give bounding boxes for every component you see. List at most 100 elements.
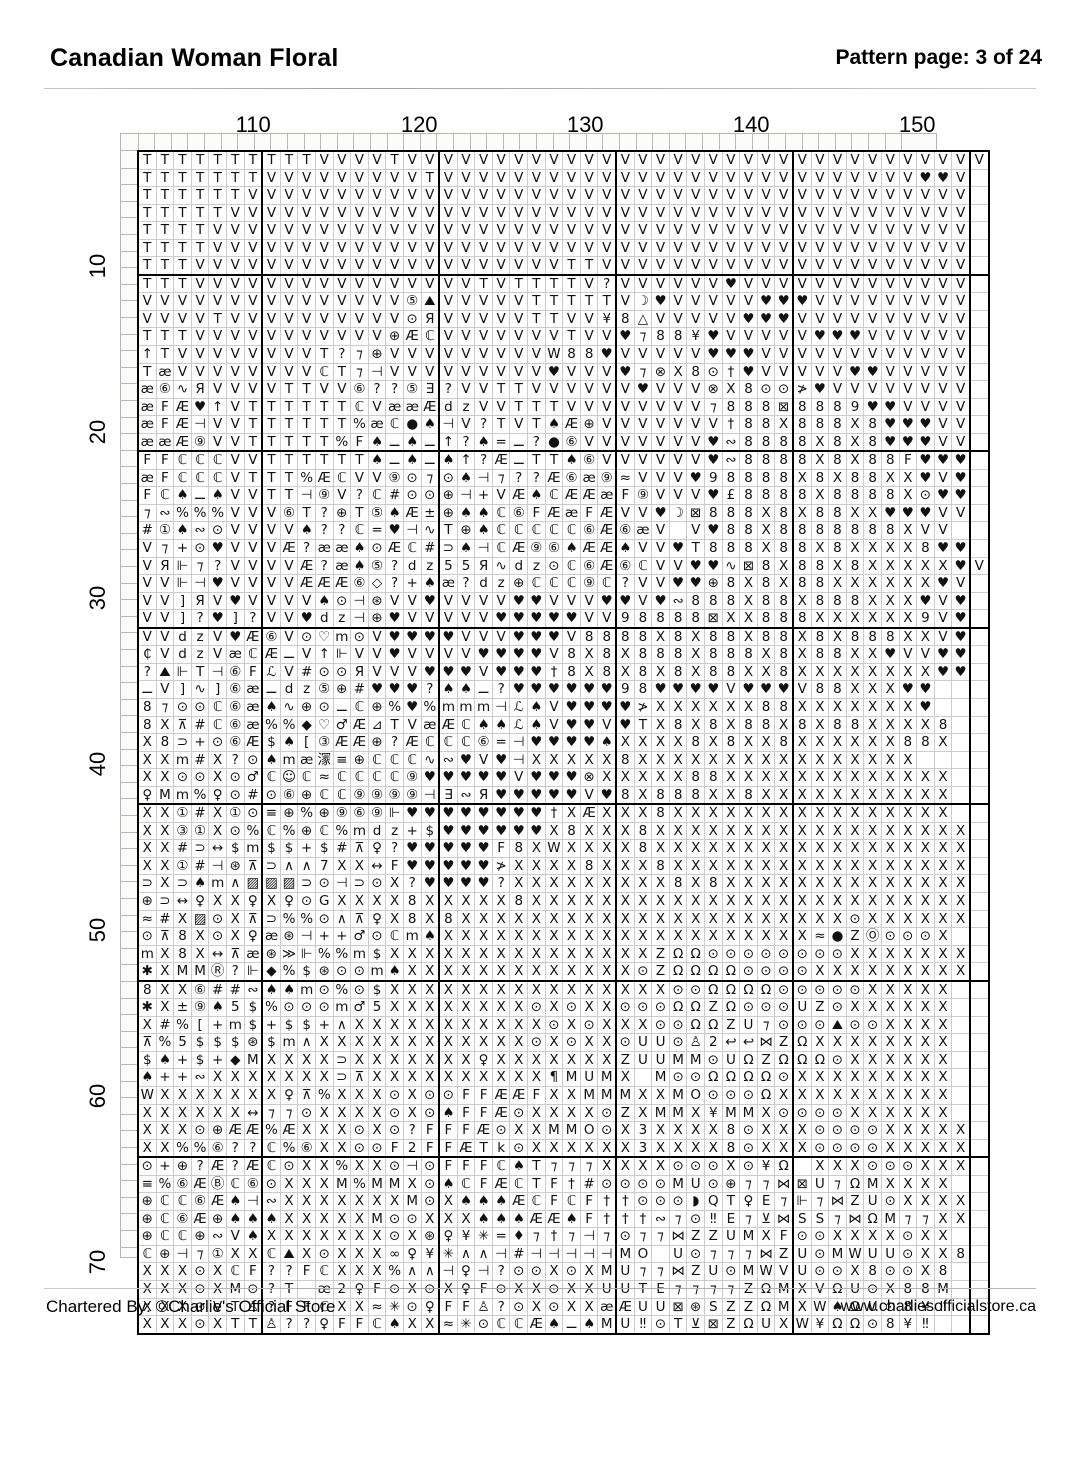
stitch-cell[interactable] xyxy=(969,609,990,629)
stitch-cell[interactable]: V xyxy=(545,698,564,717)
stitch-cell[interactable]: ⊛ xyxy=(315,962,334,982)
stitch-cell[interactable]: V xyxy=(828,363,847,382)
stitch-cell[interactable]: X xyxy=(385,998,404,1017)
stitch-cell[interactable]: 8 xyxy=(722,504,741,523)
stitch-cell[interactable]: ♥ xyxy=(457,804,476,823)
stitch-cell[interactable]: [ xyxy=(297,733,316,752)
stitch-cell[interactable]: X xyxy=(457,980,476,1000)
stitch-cell[interactable]: V xyxy=(792,204,812,223)
stitch-cell[interactable]: ♥ xyxy=(527,680,546,699)
stitch-cell[interactable]: 8 xyxy=(863,451,882,470)
stitch-cell[interactable]: ⊣ xyxy=(244,1192,264,1211)
stitch-cell[interactable]: X xyxy=(333,1227,352,1246)
stitch-cell[interactable]: V xyxy=(916,327,935,347)
stitch-cell[interactable]: V xyxy=(403,663,422,682)
stitch-cell[interactable]: V xyxy=(774,274,794,294)
stitch-cell[interactable]: ♠ xyxy=(156,1051,175,1070)
stitch-cell[interactable]: X xyxy=(439,892,458,911)
stitch-cell[interactable]: % xyxy=(333,980,352,1000)
stitch-cell[interactable]: 5 xyxy=(457,557,476,576)
stitch-cell[interactable]: V xyxy=(846,169,865,188)
stitch-cell[interactable]: ♀ xyxy=(403,1245,422,1264)
stitch-cell[interactable]: V xyxy=(811,239,830,258)
stitch-cell[interactable]: X xyxy=(722,609,741,629)
stitch-cell[interactable]: X xyxy=(669,892,688,911)
stitch-cell[interactable]: X xyxy=(757,927,776,946)
stitch-cell[interactable]: ⊙ xyxy=(686,1068,705,1087)
stitch-cell[interactable]: X xyxy=(457,910,476,929)
stitch-cell[interactable]: 8 xyxy=(597,627,618,647)
stitch-cell[interactable]: # xyxy=(226,980,245,1000)
stitch-cell[interactable]: V xyxy=(262,363,281,382)
stitch-cell[interactable]: X xyxy=(385,910,404,929)
stitch-cell[interactable]: æ xyxy=(634,521,653,541)
stitch-cell[interactable]: ⊙ xyxy=(811,1227,830,1246)
stitch-cell[interactable]: ☺ xyxy=(280,768,299,787)
stitch-cell[interactable]: X xyxy=(899,1104,918,1123)
stitch-cell[interactable]: X xyxy=(916,716,935,735)
stitch-cell[interactable]: V xyxy=(457,310,476,329)
stitch-cell[interactable]: V xyxy=(421,204,441,223)
stitch-cell[interactable]: % xyxy=(350,415,369,434)
stitch-cell[interactable]: V xyxy=(651,539,670,558)
stitch-cell[interactable]: ⊙ xyxy=(208,910,227,929)
stitch-cell[interactable]: X xyxy=(774,874,794,893)
stitch-cell[interactable]: ? xyxy=(262,1298,281,1317)
stitch-cell[interactable]: X xyxy=(651,698,670,717)
stitch-cell[interactable]: X xyxy=(280,1192,299,1211)
stitch-cell[interactable]: V xyxy=(792,680,812,699)
stitch-cell[interactable]: Ω xyxy=(686,945,705,964)
stitch-cell[interactable]: V xyxy=(739,169,758,188)
stitch-cell[interactable]: æ xyxy=(156,363,175,382)
stitch-cell[interactable]: ⊣ xyxy=(439,415,458,434)
stitch-cell[interactable]: Ω xyxy=(846,1175,865,1194)
stitch-cell[interactable]: 8 xyxy=(739,469,758,488)
stitch-cell[interactable]: 7 xyxy=(315,857,334,876)
stitch-cell[interactable]: T xyxy=(226,169,245,188)
stitch-cell[interactable]: V xyxy=(262,327,281,347)
stitch-cell[interactable]: ⁊ xyxy=(722,1280,741,1299)
stitch-cell[interactable]: X xyxy=(616,822,635,841)
stitch-cell[interactable]: V xyxy=(226,451,245,470)
stitch-cell[interactable]: ⊕ xyxy=(722,1175,741,1194)
stitch-cell[interactable]: ◇ xyxy=(368,574,387,593)
stitch-cell[interactable]: X xyxy=(173,1280,192,1299)
stitch-cell[interactable]: V xyxy=(828,221,847,240)
stitch-cell[interactable]: V xyxy=(651,486,670,505)
stitch-cell[interactable]: X xyxy=(527,1280,546,1299)
stitch-cell[interactable]: X xyxy=(403,962,422,982)
stitch-cell[interactable]: V xyxy=(811,169,830,188)
stitch-cell[interactable]: = xyxy=(492,733,511,752)
stitch-cell[interactable]: V xyxy=(244,557,264,576)
stitch-cell[interactable]: X xyxy=(828,892,847,911)
stitch-cell[interactable]: X xyxy=(828,1068,847,1087)
stitch-cell[interactable]: 8 xyxy=(651,804,670,823)
stitch-cell[interactable]: V xyxy=(651,557,670,576)
stitch-cell[interactable]: ⊣ xyxy=(368,363,387,382)
stitch-cell[interactable]: ♠ xyxy=(173,521,192,541)
stitch-cell[interactable]: ⛰ xyxy=(828,1016,847,1035)
stitch-cell[interactable]: X xyxy=(722,1157,741,1176)
stitch-cell[interactable]: ♥ xyxy=(916,592,935,611)
stitch-cell[interactable]: ℒ xyxy=(509,716,529,735)
stitch-cell[interactable]: X xyxy=(757,521,776,541)
stitch-cell[interactable]: ⊙ xyxy=(739,962,758,982)
stitch-cell[interactable]: X xyxy=(846,1157,865,1176)
stitch-cell[interactable]: ⁊ xyxy=(722,1245,741,1264)
stitch-cell[interactable]: M xyxy=(669,1104,688,1123)
stitch-cell[interactable]: V xyxy=(934,256,953,276)
stitch-cell[interactable]: ⁊ xyxy=(686,1280,705,1299)
stitch-cell[interactable]: X xyxy=(934,1051,953,1070)
stitch-cell[interactable]: ⁊ xyxy=(651,1262,670,1281)
stitch-cell[interactable]: ‼ xyxy=(704,1210,723,1229)
stitch-cell[interactable]: ⊣ xyxy=(333,874,352,893)
stitch-cell[interactable] xyxy=(951,1315,971,1335)
stitch-cell[interactable]: 9 xyxy=(916,609,935,629)
stitch-cell[interactable]: Æ xyxy=(208,1157,227,1176)
stitch-cell[interactable]: ⊙ xyxy=(350,1139,369,1159)
stitch-cell[interactable]: X xyxy=(774,927,794,946)
stitch-cell[interactable]: ? xyxy=(297,1315,316,1335)
stitch-cell[interactable]: ⑤ xyxy=(403,292,422,311)
stitch-cell[interactable]: V xyxy=(403,256,422,276)
stitch-cell[interactable]: ? xyxy=(597,274,618,294)
